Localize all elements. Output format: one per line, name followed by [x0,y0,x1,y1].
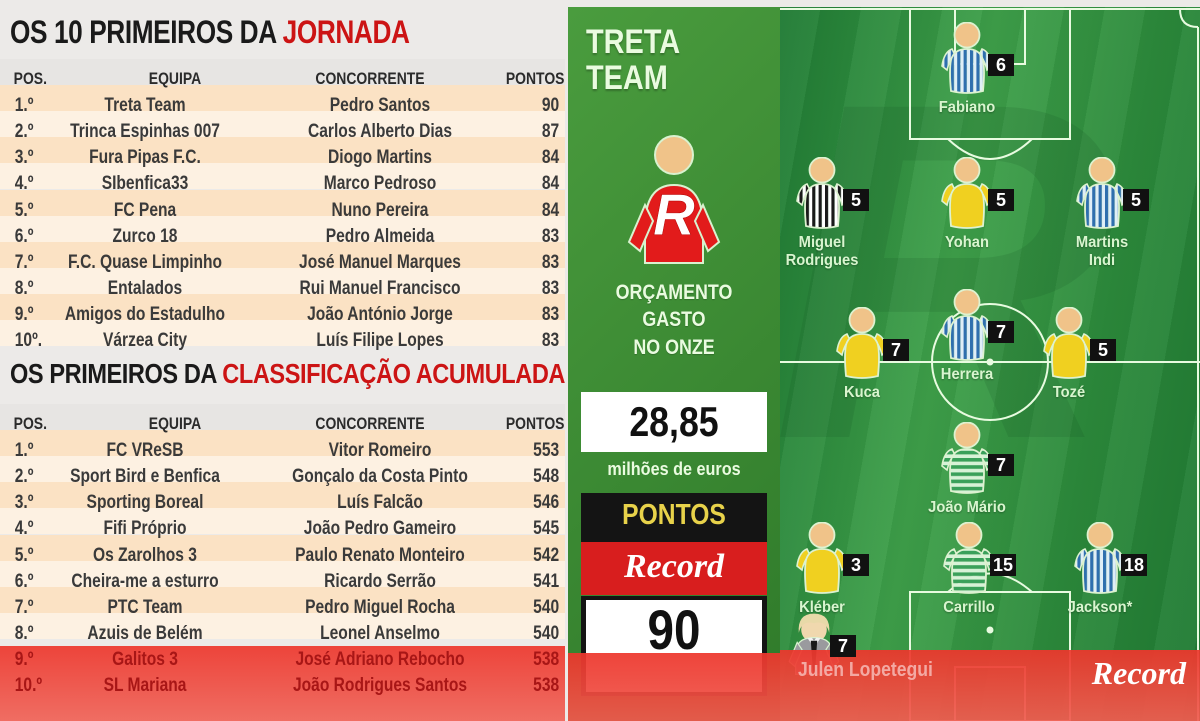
svg-text:R: R [653,183,695,248]
